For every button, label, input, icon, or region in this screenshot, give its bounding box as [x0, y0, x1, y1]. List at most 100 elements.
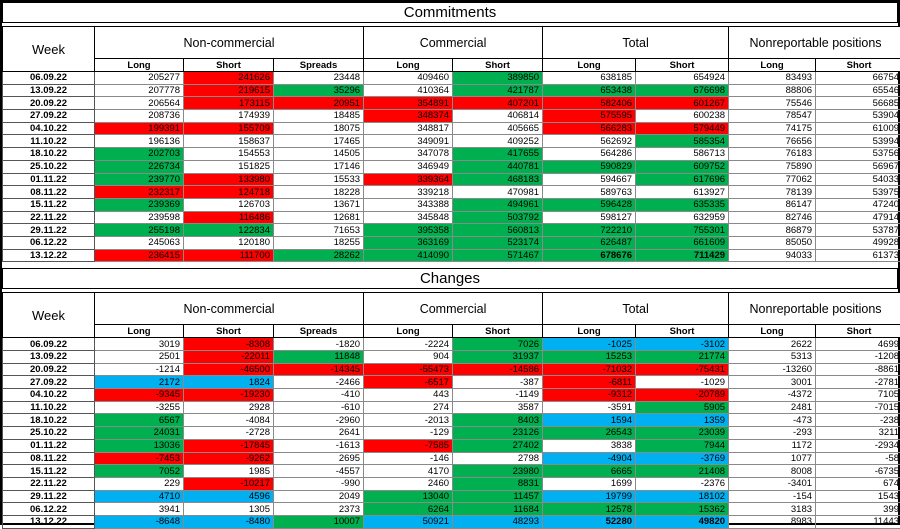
value-cell: -3102 [636, 338, 729, 351]
value-cell: 82746 [729, 211, 816, 224]
value-cell: 560813 [453, 224, 543, 237]
value-cell: 406814 [453, 110, 543, 123]
week-cell: 13.09.22 [3, 84, 95, 97]
value-cell: -2934 [816, 439, 900, 452]
value-cell: -129 [364, 427, 453, 440]
value-cell: 585354 [636, 135, 729, 148]
value-cell: 17465 [274, 135, 364, 148]
value-cell: 1594 [543, 414, 636, 427]
value-cell: 626487 [543, 236, 636, 249]
group-header-total: Total [543, 27, 729, 59]
value-cell: 255198 [95, 224, 184, 237]
value-cell: 589763 [543, 186, 636, 199]
value-cell: 24031 [95, 427, 184, 440]
value-cell: 410364 [364, 84, 453, 97]
value-cell: 409460 [364, 72, 453, 85]
subheader-short: Short [184, 59, 274, 72]
value-cell: 8008 [729, 465, 816, 478]
value-cell: -4372 [729, 389, 816, 402]
value-cell: 48293 [453, 515, 543, 528]
value-cell: 83493 [729, 72, 816, 85]
value-cell: 2481 [729, 401, 816, 414]
value-cell: -55473 [364, 363, 453, 376]
value-cell: 1359 [636, 414, 729, 427]
value-cell: -146 [364, 452, 453, 465]
value-cell: 3587 [453, 401, 543, 414]
week-cell: 25.10.22 [3, 160, 95, 173]
value-cell: -2960 [274, 414, 364, 427]
value-cell: -1613 [274, 439, 364, 452]
value-cell: 609752 [636, 160, 729, 173]
week-cell: 15.11.22 [3, 465, 95, 478]
value-cell: 61373 [816, 249, 900, 262]
value-cell: 75546 [729, 97, 816, 110]
value-cell: 11443 [816, 515, 900, 528]
value-cell: 389850 [453, 72, 543, 85]
value-cell: 151825 [184, 160, 274, 173]
value-cell: 661609 [636, 236, 729, 249]
value-cell: 241626 [184, 72, 274, 85]
value-cell: 7052 [95, 465, 184, 478]
group-header-nonreportable-positions: Nonreportable positions [729, 293, 900, 325]
group-header-commercial: Commercial [364, 293, 543, 325]
value-cell: 47914 [816, 211, 900, 224]
value-cell: 205277 [95, 72, 184, 85]
value-cell: 226734 [95, 160, 184, 173]
value-cell: 468183 [453, 173, 543, 186]
value-cell: 78547 [729, 110, 816, 123]
value-cell: 349091 [364, 135, 453, 148]
value-cell: 13036 [95, 439, 184, 452]
value-cell: 208736 [95, 110, 184, 123]
value-cell: -1214 [95, 363, 184, 376]
week-cell: 04.10.22 [3, 122, 95, 135]
value-cell: -1820 [274, 338, 364, 351]
week-cell: 06.12.22 [3, 503, 95, 516]
value-cell: -58 [816, 452, 900, 465]
value-cell: 6264 [364, 503, 453, 516]
value-cell: -154 [729, 490, 816, 503]
value-cell: -71032 [543, 363, 636, 376]
value-cell: 71653 [274, 224, 364, 237]
value-cell: 173115 [184, 97, 274, 110]
value-cell: 653438 [543, 84, 636, 97]
value-cell: 61009 [816, 122, 900, 135]
value-cell: 3183 [729, 503, 816, 516]
value-cell: 75890 [729, 160, 816, 173]
value-cell: 207778 [95, 84, 184, 97]
value-cell: 219615 [184, 84, 274, 97]
value-cell: 586713 [636, 148, 729, 161]
value-cell: 523174 [453, 236, 543, 249]
week-cell: 15.11.22 [3, 198, 95, 211]
group-header-total: Total [543, 293, 729, 325]
value-cell: 601267 [636, 97, 729, 110]
value-cell: -387 [453, 376, 543, 389]
week-cell: 13.09.22 [3, 351, 95, 364]
value-cell: -8308 [184, 338, 274, 351]
value-cell: 2641 [274, 427, 364, 440]
value-cell: 239598 [95, 211, 184, 224]
value-cell: 202703 [95, 148, 184, 161]
subheader-long: Long [729, 325, 816, 338]
value-cell: 206564 [95, 97, 184, 110]
value-cell: 15533 [274, 173, 364, 186]
subheader-short: Short [453, 59, 543, 72]
value-cell: 904 [364, 351, 453, 364]
value-cell: 11457 [453, 490, 543, 503]
value-cell: -410 [274, 389, 364, 402]
value-cell: 14505 [274, 148, 364, 161]
value-cell: 50921 [364, 515, 453, 528]
value-cell: 47240 [816, 198, 900, 211]
value-cell: 590829 [543, 160, 636, 173]
value-cell: 53975 [816, 186, 900, 199]
week-cell: 29.11.22 [3, 490, 95, 503]
value-cell: -17845 [184, 439, 274, 452]
